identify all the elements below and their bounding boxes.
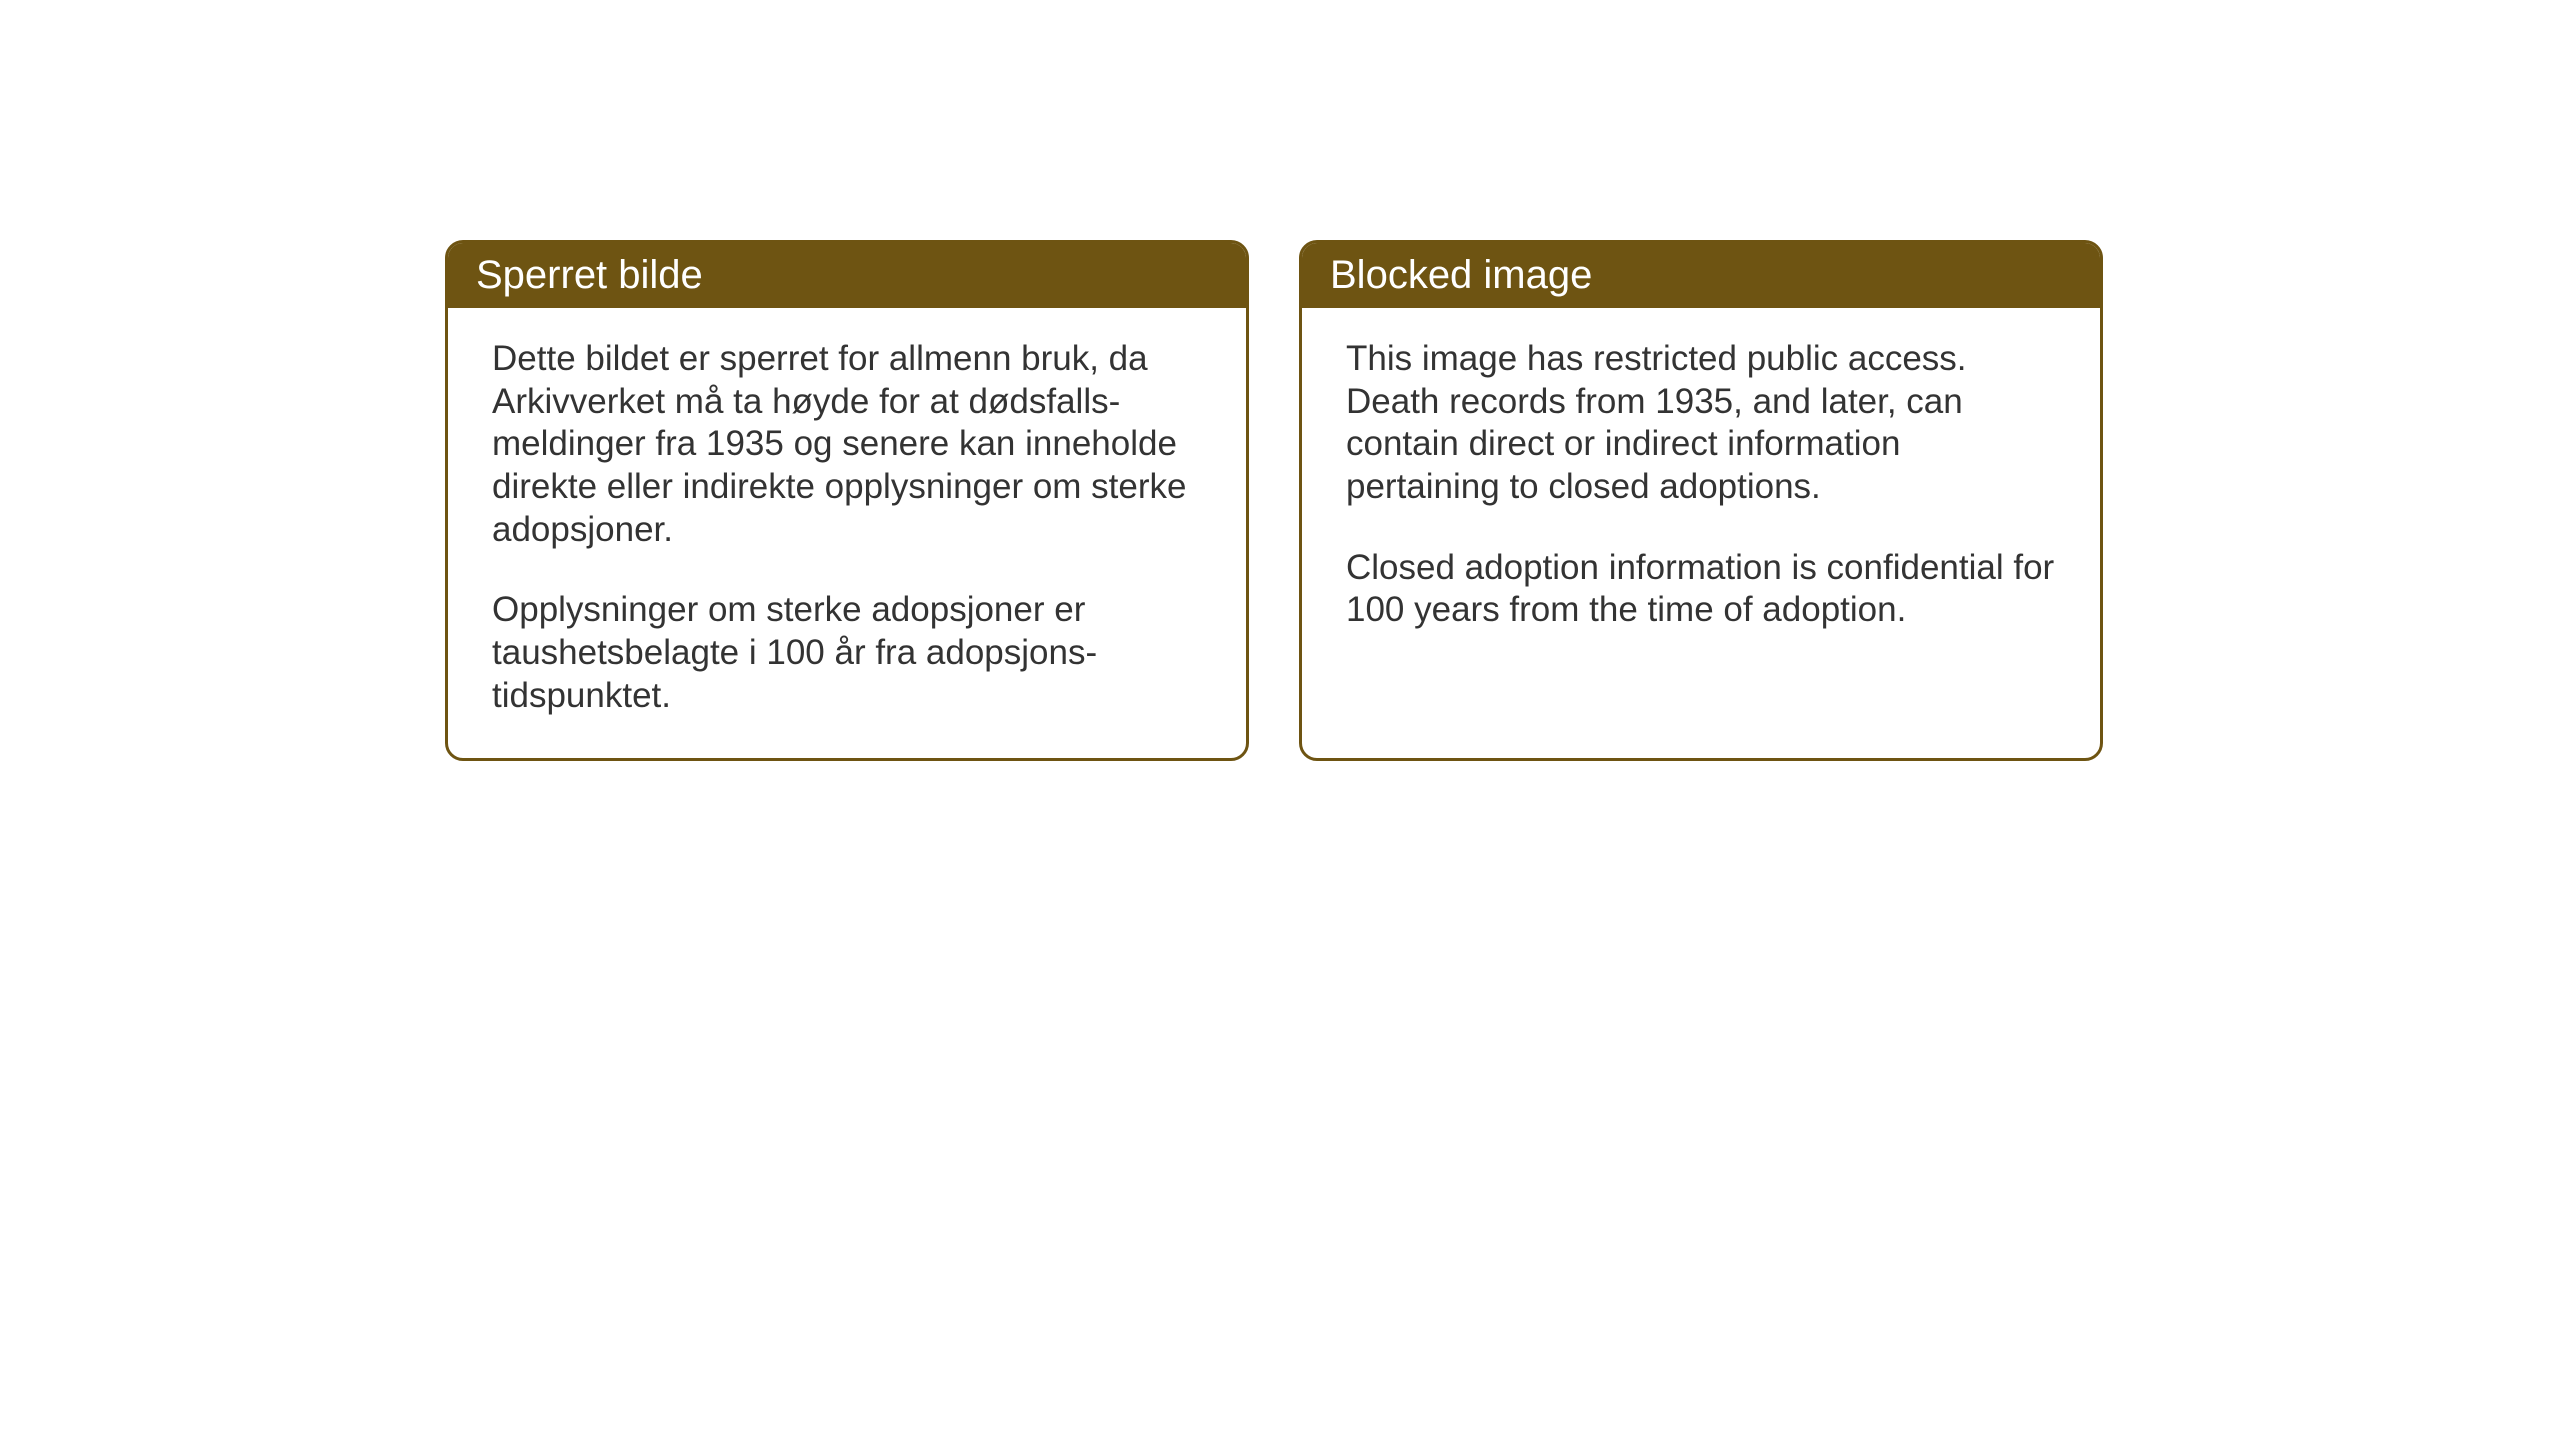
english-paragraph-2: Closed adoption information is confident… (1346, 547, 2056, 632)
notice-container: Sperret bilde Dette bildet er sperret fo… (445, 240, 2103, 761)
norwegian-card-title: Sperret bilde (448, 243, 1246, 308)
english-card-title: Blocked image (1302, 243, 2100, 308)
norwegian-paragraph-2: Opplysninger om sterke adopsjoner er tau… (492, 589, 1202, 717)
english-card-body: This image has restricted public access.… (1302, 308, 2100, 672)
english-notice-card: Blocked image This image has restricted … (1299, 240, 2103, 761)
english-paragraph-1: This image has restricted public access.… (1346, 338, 2056, 509)
norwegian-card-body: Dette bildet er sperret for allmenn bruk… (448, 308, 1246, 758)
norwegian-paragraph-1: Dette bildet er sperret for allmenn bruk… (492, 338, 1202, 551)
norwegian-notice-card: Sperret bilde Dette bildet er sperret fo… (445, 240, 1249, 761)
